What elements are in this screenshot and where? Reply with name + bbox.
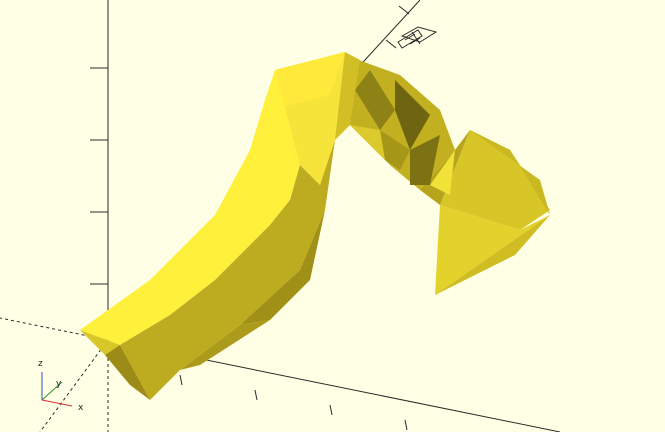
model-face — [270, 52, 345, 110]
x-tick — [254, 389, 258, 401]
y-tick — [398, 5, 410, 15]
scale-ruler-icon — [397, 26, 438, 49]
model-face — [335, 52, 360, 140]
model-face — [120, 140, 335, 400]
model-face — [395, 80, 430, 150]
model-face — [440, 130, 550, 230]
model-face — [240, 210, 325, 325]
3d-model[interactable] — [80, 52, 550, 400]
indicator-z-label: z — [38, 359, 43, 369]
model-face — [435, 205, 550, 295]
model-face — [180, 320, 270, 370]
indicator-y-line — [41, 381, 63, 401]
y-tick — [385, 39, 397, 49]
x-tick — [329, 404, 333, 416]
indicator-y-label: y — [56, 379, 62, 389]
indicator-x-line — [41, 399, 73, 407]
model-face — [430, 150, 455, 195]
x-tick — [179, 374, 183, 386]
axes-indicator: z y x — [38, 359, 84, 413]
model-face — [80, 70, 300, 345]
model-face — [105, 345, 150, 400]
model-face — [355, 70, 395, 130]
indicator-x-label: x — [78, 403, 84, 413]
x-tick — [404, 419, 408, 431]
model-face — [380, 130, 410, 170]
model-face — [410, 135, 440, 185]
model-face — [350, 125, 385, 160]
neg-y-axis-line — [39, 339, 109, 432]
model-face — [435, 215, 550, 295]
